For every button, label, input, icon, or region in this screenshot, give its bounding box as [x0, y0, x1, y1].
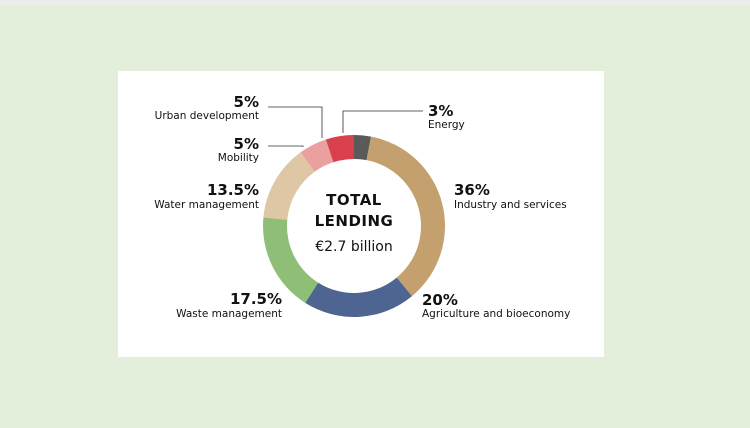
- mobility-pct: 5%: [234, 135, 259, 153]
- waste-slice: [263, 217, 319, 303]
- waste-label: Waste management: [176, 308, 282, 320]
- top-strip: [0, 0, 750, 6]
- industry-label: Industry and services: [454, 199, 567, 211]
- industry-pct: 36%: [454, 181, 490, 199]
- agriculture-label: Agriculture and bioeconomy: [422, 308, 570, 320]
- center-title-line1: TOTAL: [326, 191, 382, 209]
- water-label: Water management: [154, 199, 259, 211]
- chart-card: TOTAL LENDING €2.7 billion 3% Energy 36%…: [118, 71, 604, 357]
- urban-label: Urban development: [155, 110, 259, 122]
- mobility-leader: [268, 145, 304, 147]
- donut-slices: [263, 135, 445, 317]
- energy-slice: [354, 135, 372, 161]
- urban-pct: 5%: [234, 93, 259, 111]
- waste-pct: 17.5%: [230, 290, 282, 308]
- donut-chart: TOTAL LENDING €2.7 billion 3% Energy 36%…: [154, 93, 570, 320]
- agriculture-pct: 20%: [422, 291, 458, 309]
- urban-leader: [268, 106, 323, 138]
- leader-lines: [268, 106, 423, 147]
- energy-leader: [342, 110, 423, 133]
- center-total-value: €2.7 billion: [315, 239, 393, 255]
- water-pct: 13.5%: [207, 181, 259, 199]
- mobility-slice: [300, 139, 334, 172]
- urban-slice: [325, 135, 354, 163]
- energy-pct: 3%: [428, 102, 453, 120]
- agriculture-slice: [305, 277, 413, 317]
- water-slice: [263, 152, 315, 220]
- mobility-label: Mobility: [218, 152, 259, 164]
- energy-label: Energy: [428, 119, 465, 131]
- industry-slice: [366, 136, 445, 297]
- center-title-line2: LENDING: [315, 212, 394, 230]
